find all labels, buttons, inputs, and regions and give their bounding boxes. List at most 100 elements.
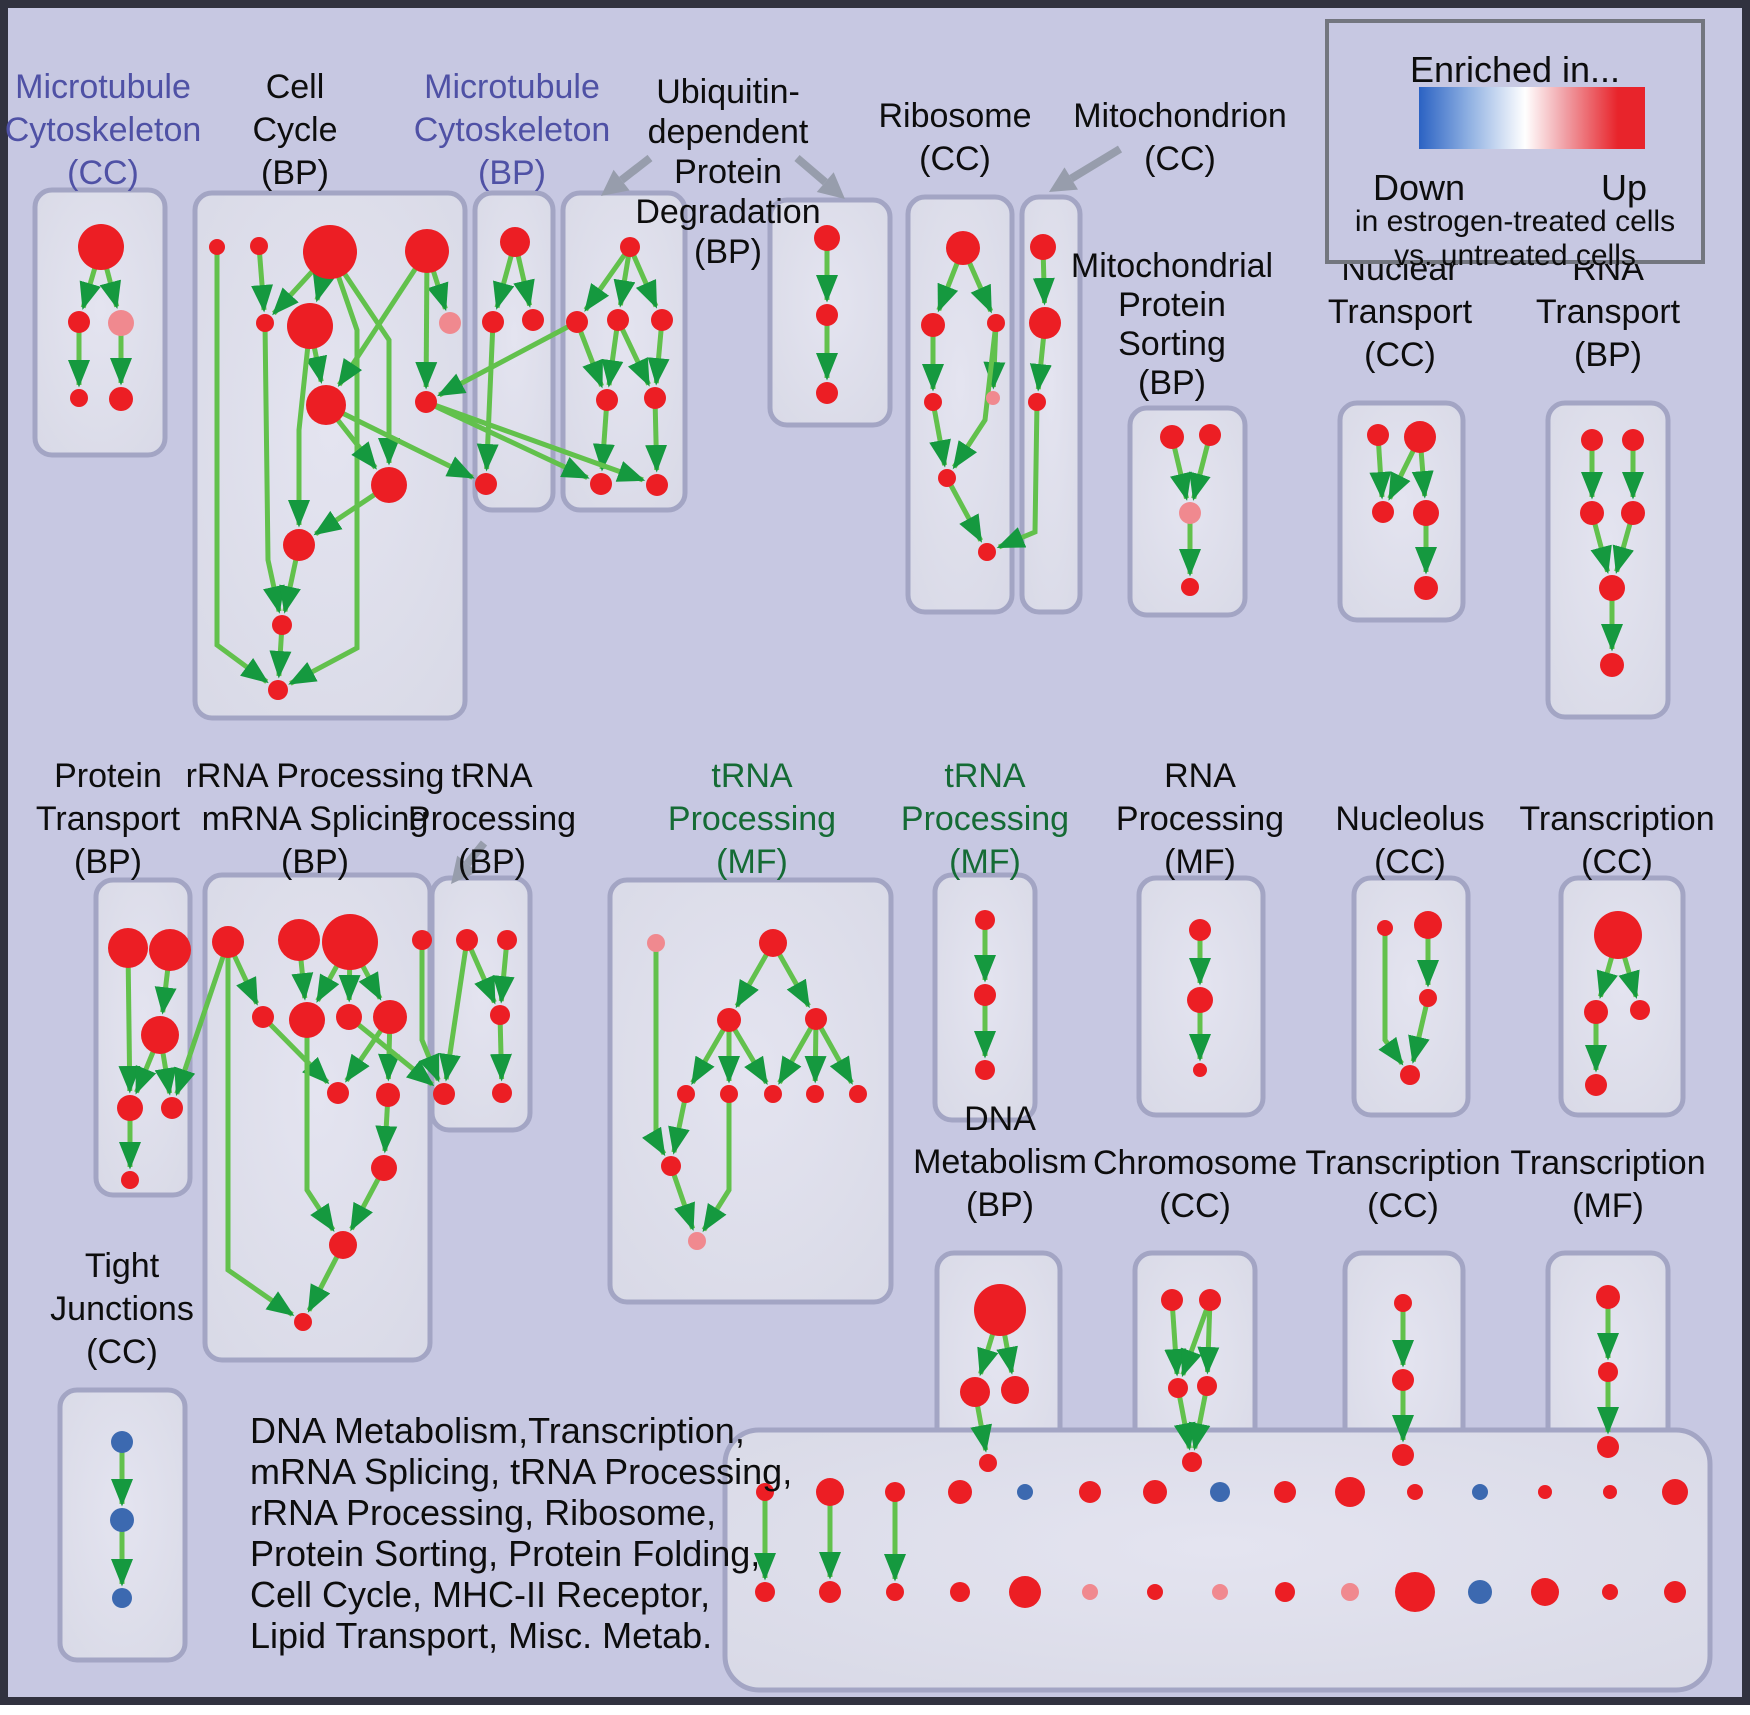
go-term-node-trna-processing-mf-large-2 — [717, 1008, 741, 1032]
go-term-node-rrna-processing-mrna-splicing-8 — [327, 1082, 349, 1104]
go-term-node-ubiquitin-degradation-a-2 — [607, 309, 629, 331]
go-term-node-trna-processing-mf-large-8 — [849, 1085, 867, 1103]
go-term-node-microtubule-cytoskeleton-cc-3 — [70, 389, 88, 407]
go-term-node-protein-transport-5 — [121, 1171, 139, 1189]
go-term-node-miscellaneous-cluster-1 — [816, 1478, 844, 1506]
go-term-node-transcription-mf-2 — [1597, 1436, 1619, 1458]
edge-nucleolus-2-3 — [1408, 997, 1431, 1064]
go-term-node-mitochondrial-protein-sorting-0 — [1160, 425, 1184, 449]
edge-cell-cycle-5-10 — [288, 325, 313, 528]
go-term-node-cell-cycle-9 — [371, 467, 407, 503]
nodes-layer — [68, 224, 1688, 1612]
go-term-node-trna-processing-bp-4 — [492, 1083, 512, 1103]
go-term-node-miscellaneous-cluster-26 — [1468, 1580, 1492, 1604]
go-term-node-miscellaneous-cluster-4 — [1017, 1484, 1033, 1500]
go-term-node-cell-cycle-2 — [303, 225, 357, 279]
go-term-node-rna-transport-2 — [1580, 501, 1604, 525]
edge-cell-cycle-1-4 — [251, 245, 274, 313]
go-term-node-ubiquitin-degradation-a-1 — [566, 311, 588, 333]
edge-chromosome-1-2 — [1180, 1299, 1213, 1378]
go-term-node-rna-processing-mf-2 — [1193, 1063, 1207, 1077]
group-box-microtubule-cytoskeleton-cc — [32, 187, 168, 458]
edge-ubiquitin-degradation-a-5-7 — [645, 397, 668, 473]
go-term-node-transcription-cc-middle-0 — [1594, 911, 1642, 959]
go-term-node-rna-transport-0 — [1581, 429, 1603, 451]
go-term-node-transcription-mf-0 — [1596, 1285, 1620, 1309]
go-term-node-miscellaneous-cluster-2 — [885, 1482, 905, 1502]
arrow-to-trna-bp-box-shaft — [464, 840, 488, 867]
go-term-node-trna-processing-mf-small-0 — [975, 910, 995, 930]
legend-down-label: Down — [1373, 167, 1466, 208]
go-term-node-ribosome-3 — [924, 393, 942, 411]
cross-edge-cell-cycle.8-to-ubiquitin-degradation-a.7 — [425, 399, 646, 483]
go-term-node-trna-processing-bp-1 — [497, 930, 517, 950]
edge-ribosome-2-5 — [952, 322, 999, 470]
go-term-node-ubiquitin-degradation-a-0 — [620, 237, 640, 257]
edge-trna-processing-bp-0-2 — [464, 938, 497, 1005]
go-term-node-ubiquitin-degradation-a-4 — [596, 389, 618, 411]
go-term-node-protein-transport-1 — [149, 929, 191, 971]
go-term-node-cell-cycle-7 — [306, 385, 346, 425]
edge-rrna-processing-mrna-splicing-0-12 — [225, 942, 295, 1317]
legend-title: Enriched in... — [1409, 49, 1621, 90]
go-term-node-transcription-cc-middle-1 — [1584, 1000, 1608, 1024]
go-term-node-miscellaneous-cluster-17 — [886, 1583, 904, 1601]
edge-ubiquitin-degradation-a-4-6 — [592, 399, 615, 472]
go-term-node-miscellaneous-cluster-10 — [1407, 1484, 1423, 1500]
edge-ubiquitin-degradation-a-0-3 — [627, 245, 659, 309]
go-term-node-dna-metabolism-2 — [1001, 1376, 1029, 1404]
go-term-node-microtubule-cytoskeleton-bp-0 — [500, 227, 530, 257]
go-term-node-ubiquitin-degradation-b-0 — [814, 225, 840, 251]
go-term-node-microtubule-cytoskeleton-cc-4 — [109, 387, 133, 411]
go-term-node-ubiquitin-degradation-a-6 — [590, 473, 612, 495]
cross-edge-ubiquitin-degradation-a.1-to-cell-cycle.8 — [437, 319, 579, 398]
go-term-node-rrna-processing-mrna-splicing-6 — [336, 1004, 362, 1030]
go-term-node-miscellaneous-cluster-20 — [1082, 1584, 1098, 1600]
go-term-node-ribosome-6 — [978, 543, 996, 561]
go-term-node-miscellaneous-cluster-16 — [819, 1581, 841, 1603]
go-term-node-cell-cycle-6 — [439, 312, 461, 334]
go-term-node-transcription-cc-middle-3 — [1585, 1074, 1607, 1096]
go-term-node-dna-metabolism-0 — [974, 1284, 1026, 1336]
go-term-node-rna-transport-1 — [1622, 429, 1644, 451]
go-term-node-trna-processing-mf-small-2 — [975, 1060, 995, 1080]
go-term-node-miscellaneous-cluster-12 — [1538, 1485, 1552, 1499]
go-term-node-cell-cycle-4 — [256, 314, 274, 332]
cross-edge-rrna-processing-mrna-splicing.6-to-trna-processing-bp.3 — [347, 1015, 435, 1087]
cross-edge-mitochondrion.2-to-ribosome.6 — [996, 401, 1040, 550]
go-term-node-trna-processing-mf-large-5 — [720, 1085, 738, 1103]
go-term-node-nuclear-transport-2 — [1372, 501, 1394, 523]
go-term-node-ubiquitin-degradation-b-1 — [816, 304, 838, 326]
edge-cell-cycle-2-9 — [327, 250, 401, 466]
arrow-to-ubiquitin-box-left-head — [601, 169, 630, 196]
go-term-node-chromosome-0 — [1161, 1289, 1183, 1311]
go-term-node-rna-transport-5 — [1600, 653, 1624, 677]
go-term-node-miscellaneous-cluster-15 — [755, 1582, 775, 1602]
go-term-node-protein-transport-3 — [117, 1095, 143, 1121]
legend-scale-labels: Down Up — [1329, 167, 1701, 209]
go-term-node-miscellaneous-cluster-9 — [1335, 1477, 1365, 1507]
go-term-node-miscellaneous-cluster-22 — [1212, 1584, 1228, 1600]
edge-trna-processing-mf-large-2-6 — [726, 1018, 769, 1085]
go-term-node-chromosome-3 — [1197, 1376, 1217, 1396]
edge-chromosome-2-4 — [1173, 1387, 1196, 1451]
go-term-node-transcription-mf-1 — [1598, 1362, 1618, 1382]
go-term-node-trna-processing-mf-large-4 — [677, 1085, 695, 1103]
cross-edge-cell-cycle.7-to-microtubule-cytoskeleton-bp.3 — [324, 402, 475, 480]
go-term-node-rna-transport-3 — [1621, 501, 1645, 525]
go-term-node-miscellaneous-cluster-19 — [1009, 1576, 1041, 1608]
edge-trna-processing-mf-large-2-4 — [690, 1018, 732, 1085]
go-term-node-ubiquitin-degradation-a-3 — [651, 309, 673, 331]
go-term-node-trna-processing-bp-0 — [456, 929, 478, 951]
go-term-node-mitochondrial-protein-sorting-2 — [1179, 502, 1201, 524]
go-term-node-ribosome-4 — [986, 391, 1000, 405]
edge-trna-processing-bp-2-4 — [489, 1014, 512, 1082]
edge-ribosome-5-6 — [944, 476, 983, 543]
go-term-node-chromosome-4 — [1182, 1452, 1202, 1472]
arrow-to-ubiquitin-box-right-head — [816, 172, 845, 199]
go-term-node-rrna-processing-mrna-splicing-3 — [412, 930, 432, 950]
go-term-node-mitochondrion-1 — [1029, 307, 1061, 339]
go-term-node-cell-cycle-0 — [209, 239, 225, 255]
edge-trna-processing-bp-0-3 — [439, 939, 470, 1082]
cross-edge-cell-cycle.8-to-ubiquitin-degradation-a.6 — [424, 399, 590, 480]
